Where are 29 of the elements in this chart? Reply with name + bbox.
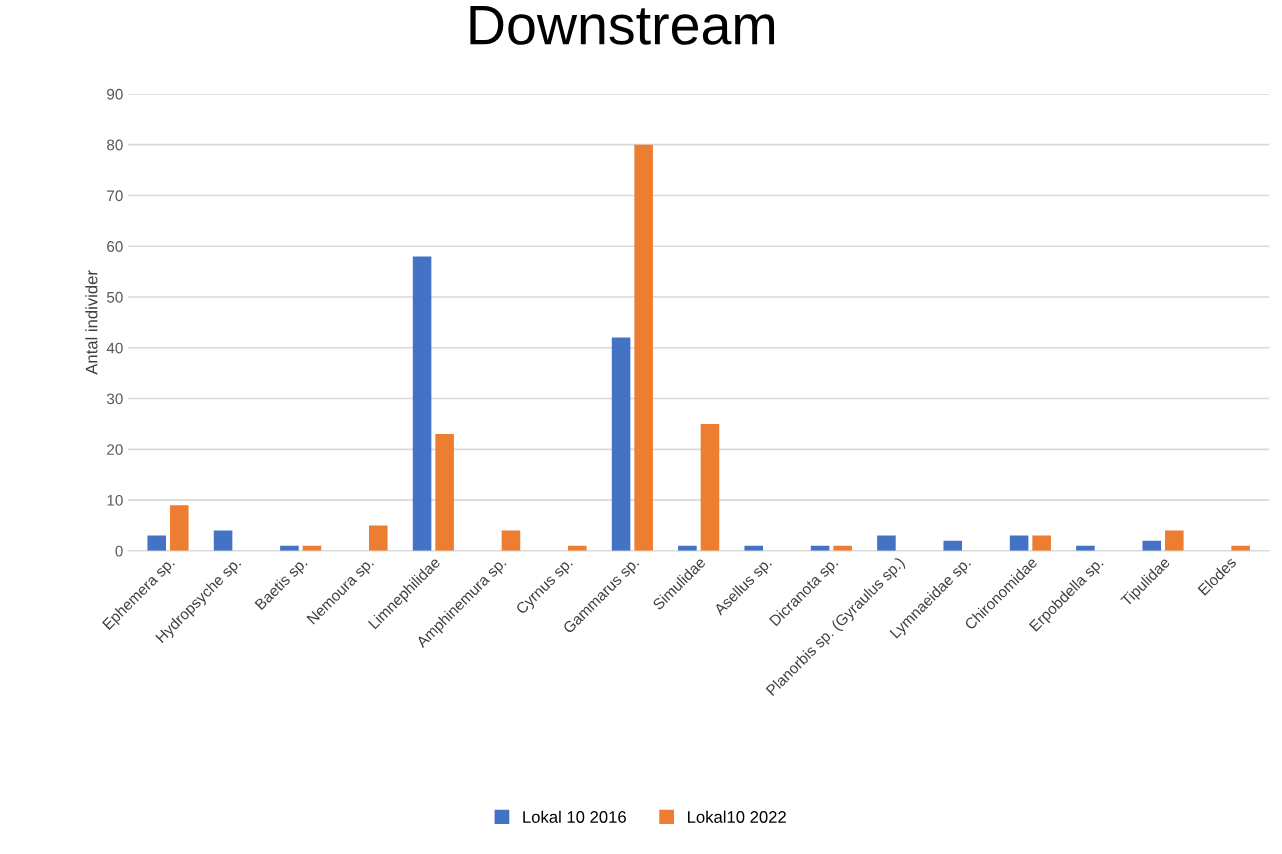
bar — [700, 423, 720, 551]
y-tick-label: 80 — [107, 139, 123, 151]
bar — [369, 525, 388, 551]
bar — [435, 434, 454, 551]
y-tick-label: 50 — [106, 291, 123, 303]
bar — [1142, 540, 1162, 551]
bar — [501, 530, 521, 551]
y-axis-title: Antal individer — [85, 270, 98, 375]
bar — [169, 505, 189, 551]
bar — [634, 144, 653, 551]
y-tick-label: 10 — [107, 494, 123, 506]
legend-label: Lokal 10 2016 — [523, 810, 626, 823]
bar — [147, 535, 167, 551]
bar — [1165, 530, 1184, 551]
y-tick-label: 60 — [107, 241, 123, 252]
bar — [611, 337, 631, 551]
y-tick-label: 30 — [106, 393, 123, 405]
bar — [1032, 535, 1051, 551]
y-tick-label: 90 — [107, 88, 123, 100]
bar — [877, 535, 896, 551]
bar — [943, 540, 963, 551]
y-tick-label: 40 — [106, 342, 123, 354]
y-tick-label: 70 — [107, 190, 123, 202]
chart-title: Downstream — [470, 6, 775, 45]
legend-label: Lokal10 2022 — [688, 810, 786, 823]
bar — [213, 530, 233, 551]
y-tick-label: 20 — [107, 444, 123, 455]
bar — [412, 256, 432, 551]
y-tick-label: 0 — [115, 545, 123, 557]
